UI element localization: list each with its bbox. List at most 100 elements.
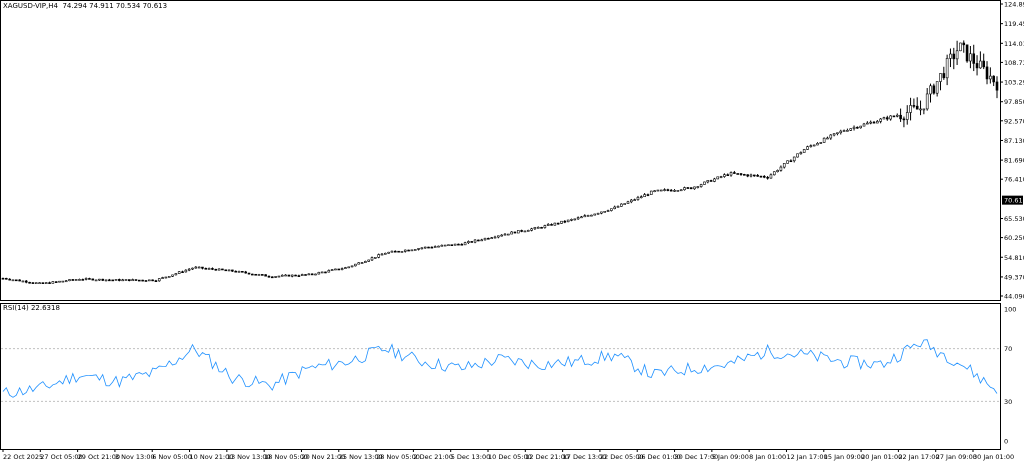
candle-body bbox=[766, 176, 769, 179]
candle-body bbox=[290, 274, 294, 277]
price-axis-label: 103.290 bbox=[1004, 79, 1024, 87]
candle-body bbox=[237, 270, 241, 273]
candle-body bbox=[231, 269, 234, 272]
time-axis-label: 5 Jan 09:00 bbox=[712, 453, 749, 461]
candle-body bbox=[98, 278, 101, 281]
candle-body bbox=[334, 268, 337, 271]
candle-body bbox=[530, 228, 533, 231]
candle-body bbox=[221, 268, 224, 271]
candle-body bbox=[932, 85, 936, 94]
candle-body bbox=[11, 279, 15, 282]
candle-body bbox=[603, 211, 607, 213]
candle-body bbox=[91, 278, 95, 281]
candle-body bbox=[656, 189, 660, 192]
time-axis-label: 27 Oct 05:00 bbox=[40, 453, 82, 461]
candle-body bbox=[104, 279, 108, 282]
candle-body bbox=[147, 279, 151, 282]
candle-body bbox=[101, 278, 105, 281]
candle-body bbox=[507, 233, 510, 236]
candle-body bbox=[121, 279, 124, 282]
candle-body bbox=[357, 262, 361, 265]
candle-body bbox=[174, 273, 178, 276]
candle-body bbox=[872, 121, 876, 124]
candle-body bbox=[696, 186, 700, 188]
candle-body bbox=[154, 280, 158, 282]
candle-body bbox=[164, 276, 168, 279]
main-panel-frame bbox=[0, 0, 1001, 301]
candle-body bbox=[919, 108, 922, 111]
candle-body bbox=[699, 184, 703, 187]
candle-body bbox=[776, 170, 779, 173]
candle-body bbox=[942, 73, 946, 79]
candle-body bbox=[54, 281, 58, 283]
candle-body bbox=[58, 280, 61, 283]
candle-body bbox=[796, 153, 799, 158]
candle-body bbox=[743, 174, 746, 176]
candle-body bbox=[144, 280, 148, 282]
candle-body bbox=[972, 53, 976, 64]
candle-body bbox=[347, 266, 351, 269]
candle-body bbox=[816, 143, 819, 146]
candle-body bbox=[826, 137, 829, 140]
candle-body bbox=[84, 278, 88, 280]
rsi-panel-frame bbox=[0, 303, 1001, 450]
candle-body bbox=[703, 181, 706, 185]
time-axis-label: 20 Nov 21:00 bbox=[301, 453, 345, 461]
candle-body bbox=[477, 239, 480, 242]
candle-body bbox=[806, 146, 809, 150]
candle-body bbox=[270, 276, 274, 279]
candle-body bbox=[985, 66, 989, 80]
candle-body bbox=[177, 271, 181, 274]
candle-body bbox=[969, 53, 972, 62]
candle-body bbox=[570, 219, 573, 221]
candle-body bbox=[384, 253, 387, 255]
candle-body bbox=[646, 194, 650, 196]
candle-body bbox=[756, 175, 759, 177]
current-price-tag bbox=[1002, 195, 1023, 205]
candle-body bbox=[503, 233, 507, 236]
candle-body bbox=[566, 219, 570, 223]
candle-body bbox=[324, 271, 327, 274]
candle-body bbox=[128, 279, 131, 282]
candle-body bbox=[460, 243, 464, 246]
candle-body bbox=[596, 212, 600, 215]
candle-body bbox=[540, 227, 543, 229]
time-axis-label: 30 Jan 01:00 bbox=[973, 453, 1014, 461]
candle-body bbox=[437, 245, 440, 248]
candle-body bbox=[989, 75, 992, 80]
candle-body bbox=[962, 42, 966, 46]
candle-body bbox=[44, 282, 48, 284]
candle-body bbox=[14, 279, 18, 282]
candle-body bbox=[1, 277, 5, 280]
candle-body bbox=[829, 134, 833, 139]
candle-body bbox=[151, 279, 154, 282]
candle-body bbox=[753, 174, 756, 177]
candle-body bbox=[593, 213, 597, 216]
candle-body bbox=[915, 105, 919, 110]
price-axis-label: 108.730 bbox=[1004, 59, 1024, 67]
candle-body bbox=[38, 282, 41, 284]
candle-body bbox=[786, 160, 789, 164]
candle-body bbox=[390, 250, 394, 253]
candle-body bbox=[892, 115, 896, 118]
candle-body bbox=[31, 282, 35, 284]
candle-body bbox=[450, 244, 454, 246]
candle-body bbox=[377, 254, 380, 258]
candle-body bbox=[719, 176, 723, 178]
candle-body bbox=[297, 275, 301, 277]
symbol-label: XAGUSD-VIP,H4 bbox=[3, 2, 58, 10]
candle-body bbox=[453, 243, 457, 246]
candle-body bbox=[403, 249, 407, 252]
candle-body bbox=[161, 277, 164, 279]
candle-body bbox=[440, 244, 444, 247]
candle-body bbox=[716, 176, 720, 180]
candle-body bbox=[430, 246, 434, 249]
candle-body bbox=[344, 267, 347, 269]
ohlc-values: 74.294 74.911 70.534 70.613 bbox=[62, 2, 168, 10]
candle-body bbox=[852, 126, 856, 129]
time-axis-label: 13 Nov 13:00 bbox=[227, 453, 271, 461]
candle-body bbox=[194, 266, 198, 269]
time-axis-label: 29 Oct 21:00 bbox=[78, 453, 120, 461]
